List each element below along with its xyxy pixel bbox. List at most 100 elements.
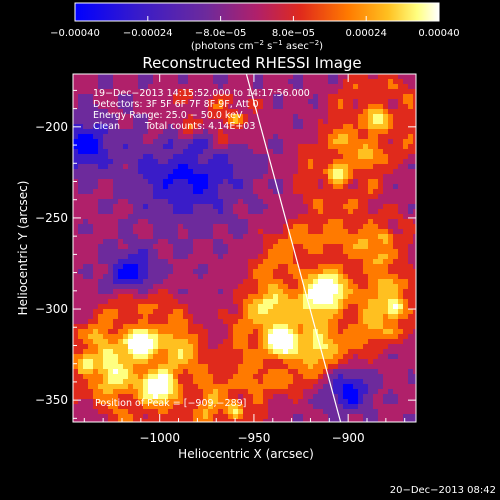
heatmap-cell xyxy=(403,119,409,125)
heatmap-cell xyxy=(143,149,149,155)
heatmap-cell xyxy=(398,199,404,205)
heatmap-cell xyxy=(383,139,389,145)
heatmap-cell xyxy=(73,294,79,300)
heatmap-cell xyxy=(288,229,294,235)
heatmap-cell xyxy=(353,379,359,385)
heatmap-cell xyxy=(238,374,244,380)
heatmap-cell xyxy=(123,339,129,345)
heatmap-cell xyxy=(83,259,89,265)
heatmap-cell xyxy=(173,274,179,280)
heatmap-cell xyxy=(133,299,139,305)
heatmap-cell xyxy=(213,299,219,305)
heatmap-cell xyxy=(263,239,269,245)
heatmap-cell xyxy=(343,229,349,235)
heatmap-cell xyxy=(98,124,104,130)
heatmap-cell xyxy=(208,144,214,150)
heatmap-cell xyxy=(313,174,319,180)
heatmap-cell xyxy=(98,214,104,220)
heatmap-cell xyxy=(358,284,364,290)
heatmap-cell xyxy=(173,419,179,422)
heatmap-cell xyxy=(188,164,194,170)
heatmap-cell xyxy=(198,334,204,340)
heatmap-cell xyxy=(343,204,349,210)
heatmap-cell xyxy=(243,74,249,80)
heatmap-cell xyxy=(113,269,119,275)
heatmap-cell xyxy=(173,239,179,245)
heatmap-cell xyxy=(348,299,354,305)
heatmap-cell xyxy=(288,194,294,200)
heatmap-cell xyxy=(253,274,259,280)
heatmap-cell xyxy=(268,104,274,110)
heatmap-cell xyxy=(168,214,174,220)
heatmap-cell xyxy=(303,204,309,210)
heatmap-cell xyxy=(173,159,179,165)
heatmap-cell xyxy=(88,209,94,215)
heatmap-cell xyxy=(338,389,344,395)
heatmap-cell xyxy=(108,169,114,175)
heatmap-cell xyxy=(238,214,244,220)
heatmap-cell xyxy=(348,359,354,365)
heatmap-cell xyxy=(398,324,404,330)
heatmap-cell xyxy=(348,409,354,415)
heatmap-cell xyxy=(403,284,409,290)
heatmap-cell xyxy=(413,384,416,390)
heatmap-cell xyxy=(408,114,414,120)
heatmap-cell xyxy=(198,229,204,235)
heatmap-cell xyxy=(333,134,339,140)
heatmap-cell xyxy=(393,299,399,305)
heatmap-cell xyxy=(158,179,164,185)
heatmap-cell xyxy=(393,244,399,250)
heatmap-cell xyxy=(413,184,416,190)
heatmap-cell xyxy=(263,299,269,305)
heatmap-cell xyxy=(268,329,274,335)
heatmap-cell xyxy=(163,164,169,170)
heatmap-cell xyxy=(398,364,404,370)
heatmap-cell xyxy=(368,314,374,320)
heatmap-cell xyxy=(358,84,364,90)
heatmap-cell xyxy=(83,144,89,150)
heatmap-cell xyxy=(278,369,284,375)
heatmap-cell xyxy=(308,259,314,265)
heatmap-cell xyxy=(373,199,379,205)
heatmap-cell xyxy=(193,409,199,415)
heatmap-cell xyxy=(288,154,294,160)
heatmap-cell xyxy=(263,329,269,335)
heatmap-cell xyxy=(303,354,309,360)
heatmap-cell xyxy=(293,244,299,250)
heatmap-cell xyxy=(398,194,404,200)
heatmap-cell xyxy=(103,109,109,115)
heatmap-cell xyxy=(208,314,214,320)
heatmap-cell xyxy=(193,219,199,225)
heatmap-cell xyxy=(373,159,379,165)
heatmap-cell xyxy=(168,184,174,190)
heatmap-cell xyxy=(298,279,304,285)
heatmap-cell xyxy=(78,74,84,80)
heatmap-cell xyxy=(393,149,399,155)
heatmap-cell xyxy=(78,89,84,95)
heatmap-cell xyxy=(398,389,404,395)
heatmap-cell xyxy=(168,164,174,170)
heatmap-cell xyxy=(88,249,94,255)
heatmap-cell xyxy=(233,294,239,300)
heatmap-cell xyxy=(328,344,334,350)
heatmap-cell xyxy=(238,204,244,210)
heatmap-cell xyxy=(273,84,279,90)
heatmap-cell xyxy=(178,79,184,85)
heatmap-cell xyxy=(268,184,274,190)
heatmap-cell xyxy=(273,354,279,360)
heatmap-cell xyxy=(303,129,309,135)
heatmap-cell xyxy=(348,149,354,155)
heatmap-cell xyxy=(98,419,104,422)
heatmap-cell xyxy=(213,174,219,180)
heatmap-cell xyxy=(138,74,144,80)
heatmap-cell xyxy=(378,384,384,390)
heatmap-cell xyxy=(408,84,414,90)
heatmap-cell xyxy=(138,369,144,375)
heatmap-cell xyxy=(93,159,99,165)
heatmap-cell xyxy=(413,324,416,330)
heatmap-cell xyxy=(93,239,99,245)
heatmap-cell xyxy=(283,274,289,280)
heatmap-cell xyxy=(93,314,99,320)
heatmap-cell xyxy=(338,109,344,115)
heatmap-cell xyxy=(258,239,264,245)
